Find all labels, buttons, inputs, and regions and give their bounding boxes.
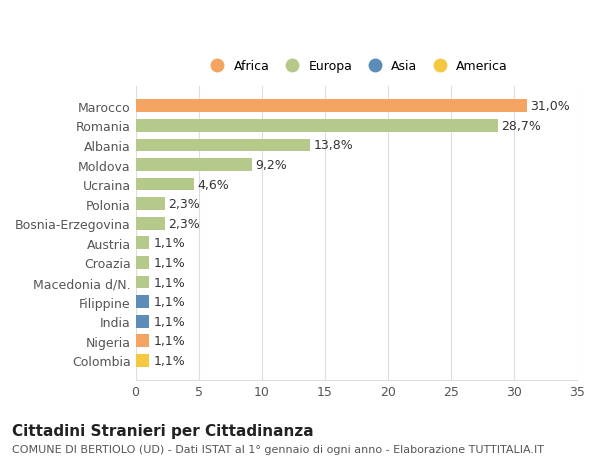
Text: 13,8%: 13,8% xyxy=(313,139,353,152)
Text: 1,1%: 1,1% xyxy=(153,276,185,289)
Text: 4,6%: 4,6% xyxy=(197,178,229,191)
Bar xyxy=(136,315,149,328)
Bar xyxy=(136,257,149,269)
Bar xyxy=(136,159,251,172)
Text: 9,2%: 9,2% xyxy=(256,159,287,172)
Legend: Africa, Europa, Asia, America: Africa, Europa, Asia, America xyxy=(200,55,513,78)
Bar xyxy=(136,276,149,289)
Text: 28,7%: 28,7% xyxy=(502,119,541,133)
Bar xyxy=(136,218,164,230)
Bar xyxy=(136,120,497,132)
Bar xyxy=(136,179,194,191)
Text: 2,3%: 2,3% xyxy=(169,217,200,230)
Bar xyxy=(136,335,149,347)
Text: 2,3%: 2,3% xyxy=(169,198,200,211)
Bar xyxy=(136,198,164,211)
Text: 1,1%: 1,1% xyxy=(153,296,185,308)
Text: Cittadini Stranieri per Cittadinanza: Cittadini Stranieri per Cittadinanza xyxy=(12,423,314,438)
Text: 1,1%: 1,1% xyxy=(153,237,185,250)
Text: 1,1%: 1,1% xyxy=(153,354,185,367)
Bar xyxy=(136,139,310,152)
Text: 31,0%: 31,0% xyxy=(530,100,570,113)
Text: COMUNE DI BERTIOLO (UD) - Dati ISTAT al 1° gennaio di ogni anno - Elaborazione T: COMUNE DI BERTIOLO (UD) - Dati ISTAT al … xyxy=(12,444,544,454)
Bar xyxy=(136,100,527,113)
Text: 1,1%: 1,1% xyxy=(153,257,185,269)
Bar xyxy=(136,237,149,250)
Bar xyxy=(136,354,149,367)
Bar xyxy=(136,296,149,308)
Text: 1,1%: 1,1% xyxy=(153,315,185,328)
Text: 1,1%: 1,1% xyxy=(153,335,185,347)
